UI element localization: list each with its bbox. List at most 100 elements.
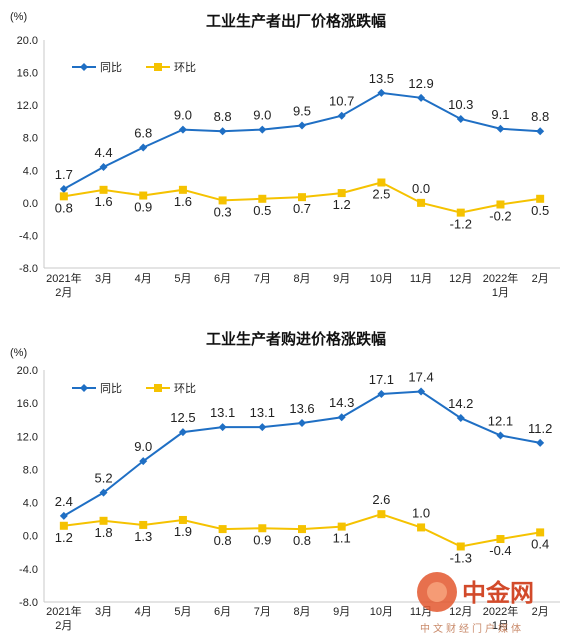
data-point-yoy: [218, 127, 227, 136]
chart-ppi-purchase: 工业生产者购进价格涨跌幅 (%) 20.0 16.0 12.0 8.0 4.0 0.0 -4.0…: [10, 330, 560, 632]
x-tick-label: 1月: [492, 287, 509, 299]
data-point-yoy: [99, 488, 108, 497]
x-tick-label: 2月: [55, 287, 72, 299]
data-label-mom: -0.2: [489, 208, 511, 223]
data-label-mom: -1.3: [450, 550, 472, 565]
data-label-mom: 0.3: [214, 204, 232, 219]
y-tick-label: 16.0: [17, 68, 38, 80]
data-point-mom: [59, 521, 68, 530]
legend-marker-square: [154, 384, 162, 392]
x-tick-label: 9月: [333, 273, 350, 285]
x-tick-label: 2021年: [46, 271, 81, 285]
data-point-yoy: [456, 414, 465, 423]
data-point-yoy: [337, 111, 346, 120]
data-point-mom: [218, 525, 227, 534]
watermark-logo: 中金网 中文财经门户媒体: [417, 572, 534, 635]
data-point-yoy: [377, 390, 386, 399]
data-label-yoy: 1.7: [55, 167, 73, 182]
data-point-mom: [258, 194, 267, 203]
x-tick-label: 7月: [254, 606, 271, 618]
data-point-mom: [456, 208, 465, 217]
data-point-yoy: [59, 511, 68, 520]
data-point-yoy: [139, 143, 148, 152]
x-tick-label: 2月: [532, 606, 549, 618]
data-label-yoy: 6.8: [134, 125, 152, 140]
data-label-mom: 1.6: [94, 194, 112, 209]
data-point-mom: [178, 515, 187, 524]
x-tick-label: 4月: [135, 606, 152, 618]
data-point-mom: [377, 178, 386, 187]
x-tick-label: 1月: [492, 620, 509, 632]
data-label-mom: 0.7: [293, 201, 311, 216]
data-label-yoy: 9.5: [293, 104, 311, 119]
data-point-yoy: [258, 125, 267, 134]
y-tick-label: 4.0: [23, 498, 38, 510]
watermark-tagline: 中文财经门户媒体: [420, 622, 524, 635]
x-tick-label: 2022年: [483, 271, 518, 285]
y-tick-label: -8.0: [19, 597, 38, 609]
watermark-brand: 中金网: [462, 579, 534, 607]
data-point-mom: [337, 189, 346, 198]
data-point-yoy: [178, 428, 187, 437]
y-tick-label: 20.0: [17, 35, 38, 47]
x-tick-label: 6月: [214, 606, 231, 618]
data-label-mom: 0.0: [412, 181, 430, 196]
data-point-yoy: [258, 423, 267, 432]
data-label-mom: 1.3: [134, 529, 152, 544]
x-tick-label: 2月: [532, 273, 549, 285]
data-point-mom: [536, 528, 545, 537]
x-tick-label: 6月: [214, 273, 231, 285]
data-point-mom: [139, 520, 148, 529]
data-label-mom: 1.9: [174, 524, 192, 539]
x-tick-label: 5月: [174, 606, 191, 618]
data-point-yoy: [99, 163, 108, 172]
data-label-yoy: 14.3: [329, 395, 354, 410]
data-label-mom: 0.9: [134, 200, 152, 215]
y-tick-label: 8.0: [23, 464, 38, 476]
y-tick-label: -4.0: [19, 564, 38, 576]
data-label-yoy: 9.0: [253, 108, 271, 123]
y-tick-label: 0.0: [23, 198, 38, 210]
data-label-yoy: 13.5: [369, 71, 394, 86]
data-point-mom: [417, 198, 426, 207]
x-tick-label: 8月: [293, 606, 310, 618]
data-point-mom: [298, 525, 306, 534]
data-label-yoy: 17.1: [369, 372, 394, 387]
y-tick-label: 4.0: [23, 165, 38, 177]
legend-label: 环比: [174, 61, 196, 74]
x-tick-label: 7月: [254, 273, 271, 285]
data-label-mom: 0.5: [531, 203, 549, 218]
y-tick-label: 0.0: [23, 531, 38, 543]
data-label-mom: 0.8: [55, 200, 73, 215]
y-axis-unit: (%): [10, 11, 27, 23]
y-tick-label: 8.0: [23, 133, 38, 145]
data-label-yoy: 8.8: [214, 109, 232, 124]
data-point-yoy: [59, 185, 68, 194]
data-label-yoy: 9.1: [491, 107, 509, 122]
data-point-yoy: [178, 125, 187, 134]
x-tick-label: 8月: [293, 273, 310, 285]
data-point-yoy: [139, 457, 148, 466]
x-tick-label: 3月: [95, 606, 112, 618]
x-tick-label: 2022年: [483, 604, 518, 618]
data-label-yoy: 4.4: [94, 145, 112, 160]
data-point-yoy: [417, 93, 426, 102]
data-label-mom: 1.1: [333, 531, 351, 546]
data-label-mom: 2.6: [372, 492, 390, 507]
x-tick-label: 12月: [449, 606, 472, 618]
data-point-yoy: [417, 387, 426, 396]
data-label-yoy: 9.0: [134, 439, 152, 454]
x-tick-label: 3月: [95, 273, 112, 285]
data-label-yoy: 13.1: [210, 405, 235, 420]
y-tick-label: -8.0: [19, 263, 38, 275]
x-tick-label: 10月: [370, 273, 393, 285]
data-label-mom: 1.8: [94, 525, 112, 540]
chart-title: 工业生产者出厂价格涨跌幅: [206, 12, 386, 30]
data-point-mom: [417, 523, 426, 532]
data-point-mom: [99, 185, 108, 194]
x-tick-label: 11月: [410, 273, 432, 285]
data-point-yoy: [298, 121, 306, 130]
data-point-yoy: [218, 423, 227, 432]
data-label-yoy: 13.1: [250, 405, 275, 420]
